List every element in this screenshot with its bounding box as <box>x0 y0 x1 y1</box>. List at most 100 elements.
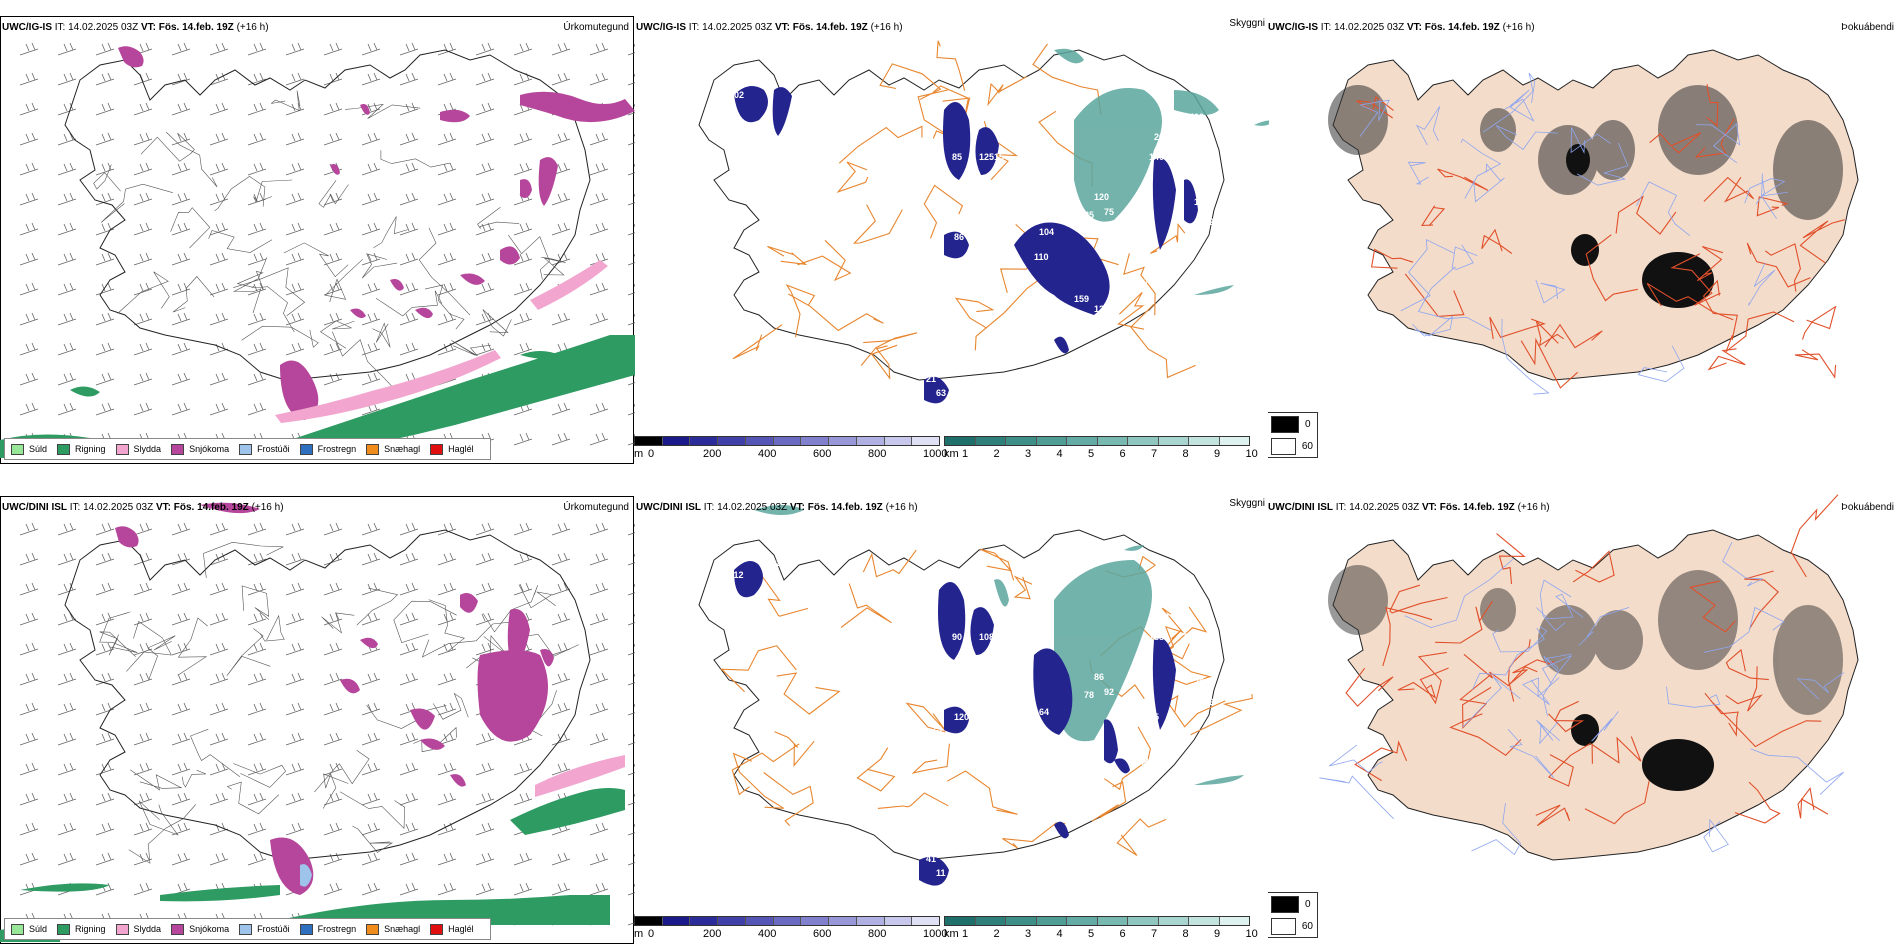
roads <box>1356 84 1845 389</box>
road-segment <box>1481 228 1513 254</box>
wind-barb <box>95 102 115 116</box>
colorbar-tick: 10 <box>1245 928 1258 940</box>
wind-barb <box>209 612 229 626</box>
legend-swatch <box>366 443 380 455</box>
init-time: 14.02.2025 03Z <box>717 502 788 513</box>
road-segment <box>933 85 971 121</box>
road-segment <box>1417 266 1492 331</box>
wind-barb <box>627 703 635 716</box>
wind-barb <box>171 762 191 776</box>
ceiling-ticks: m 0 200 400 600 800 1000 <box>634 448 947 462</box>
colorbar-step <box>801 917 830 925</box>
colorbar-unit: m <box>634 928 644 940</box>
wind-barb <box>437 132 457 146</box>
wind-barb <box>19 792 39 806</box>
colorbar-step <box>884 917 913 925</box>
wind-barb <box>513 342 533 356</box>
ceiling-label: 102 <box>1094 784 1109 794</box>
legend-label: Haglél <box>448 924 474 934</box>
wind-barb <box>589 222 609 236</box>
wind-barb <box>19 672 39 686</box>
ceiling-label: 231 <box>1189 592 1204 602</box>
colorbar-step <box>718 917 746 925</box>
wind-barb <box>627 193 635 206</box>
wind-barb <box>589 522 609 536</box>
colorbar-step <box>945 917 976 925</box>
road-segment <box>1489 316 1546 340</box>
ceiling-label: 97 <box>1139 277 1149 287</box>
legend-label: Slydda <box>133 444 162 454</box>
road-segment <box>1591 736 1642 764</box>
wind-barb <box>95 42 115 56</box>
wind-barb <box>475 522 495 536</box>
wind-barb <box>627 373 635 386</box>
ceiling-label: 21 <box>926 374 936 384</box>
wind-barb <box>589 582 609 596</box>
wind-barb <box>57 552 77 566</box>
road-segment <box>1473 163 1505 203</box>
wind-barb <box>19 72 39 86</box>
wind-barb <box>323 792 343 806</box>
road-segment <box>233 267 306 316</box>
road-segment <box>1501 318 1550 395</box>
wind-barb <box>437 702 457 716</box>
sleet-areas <box>535 755 625 797</box>
colorbar-step <box>1219 437 1249 445</box>
wind-barb <box>285 522 305 536</box>
wind-barb <box>437 882 457 896</box>
wind-barb <box>399 792 419 806</box>
road-segment <box>911 743 950 774</box>
ceiling-label: 67 <box>1034 732 1044 742</box>
wind-barb <box>285 732 305 746</box>
wind-barb <box>209 132 229 146</box>
ceiling-label: 75 <box>994 632 1004 642</box>
road-segment <box>1585 234 1638 302</box>
legend-item: Snæhagl <box>366 443 420 455</box>
ceiling-label: 10 <box>954 180 964 190</box>
road-segment <box>1449 713 1522 757</box>
wind-barb <box>247 222 267 236</box>
legend-label: Frostregn <box>317 444 357 454</box>
road-segment <box>776 672 841 715</box>
wind-barb <box>323 372 343 386</box>
wind-barb <box>209 162 229 176</box>
wind-barb <box>475 42 495 56</box>
wind-barb <box>551 852 571 866</box>
freezing-drizzle-areas <box>300 864 312 887</box>
legend-swatch <box>115 443 129 455</box>
wind-barb <box>475 282 495 296</box>
wind-barb <box>95 312 115 326</box>
road-segment <box>1696 245 1724 282</box>
road-segment <box>1688 580 1736 633</box>
ceiling-label: 159 <box>1074 294 1089 304</box>
road-segment <box>1703 176 1755 203</box>
vt-label: VT: <box>140 22 156 33</box>
colorbar-tick: 3 <box>1025 448 1032 460</box>
colorbar-step <box>856 437 885 445</box>
valid-time: Fös. 14.feb. 19Z <box>807 502 883 513</box>
wind-barb <box>285 42 305 56</box>
road-segment <box>1725 648 1769 681</box>
legend-swatch <box>239 923 253 935</box>
wind-barb <box>437 522 457 536</box>
wind-barb <box>285 102 305 116</box>
wind-barb <box>361 762 381 776</box>
road-segment <box>1415 106 1441 146</box>
road-segment <box>117 271 170 314</box>
wind-barb <box>361 732 381 746</box>
ceiling-label: 140 <box>1149 152 1164 162</box>
wind-barb <box>475 822 495 836</box>
wind-barb <box>19 732 39 746</box>
legend-label: Súld <box>29 924 48 934</box>
ceiling-areas <box>734 561 1176 886</box>
wind-barb <box>247 342 267 356</box>
road-segment <box>1013 575 1033 600</box>
wind-barb <box>285 792 305 806</box>
road-segment <box>1420 205 1446 226</box>
road-segment <box>482 585 538 633</box>
wind-barb <box>95 852 115 866</box>
wind-barb <box>589 672 609 686</box>
wind-barb <box>437 72 457 86</box>
ceiling-label: 25 <box>1194 677 1204 687</box>
